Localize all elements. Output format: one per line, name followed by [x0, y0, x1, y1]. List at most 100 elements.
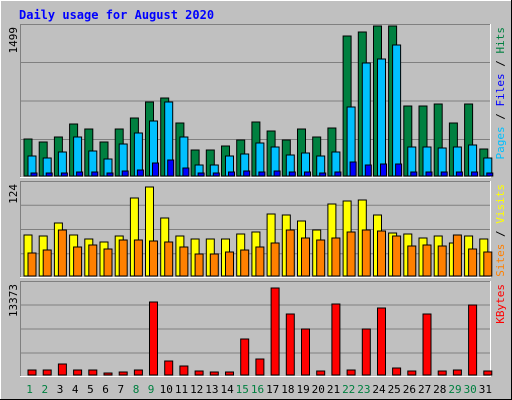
bar-pages [288, 171, 296, 177]
bar-kbytes [73, 369, 83, 376]
x-tick-label: 16 [251, 383, 264, 396]
legend-separator: / [494, 224, 507, 244]
bar-kbytes [422, 313, 432, 376]
legend-separator: / [494, 54, 507, 74]
x-tick-label: 29 [448, 383, 461, 396]
bar-sites [270, 242, 280, 277]
right-legend-label: Sites / Visits [494, 184, 507, 277]
bar-sites [407, 245, 417, 277]
bar-pages [152, 162, 159, 177]
x-tick-label: 3 [57, 383, 64, 396]
bar-pages [197, 172, 205, 177]
x-tick-label: 10 [160, 383, 173, 396]
bar-sites [179, 246, 189, 277]
bar-sites [149, 240, 158, 277]
bar-sites [164, 241, 174, 277]
bar-pages [91, 171, 99, 177]
bar-kbytes [164, 360, 174, 376]
bar-sites [57, 229, 67, 277]
bar-sites [331, 237, 341, 277]
bar-kbytes [407, 370, 417, 376]
bar-kbytes [133, 369, 143, 376]
right-legend-label: Pages / Files / Hits [494, 27, 507, 160]
x-tick-label: 27 [418, 383, 431, 396]
bar-sites [377, 230, 386, 277]
bar-sites [240, 249, 250, 277]
bar-kbytes [285, 313, 295, 376]
bar-pages [471, 171, 479, 177]
legend-pages: Pages [494, 126, 507, 159]
bar-kbytes [483, 370, 493, 376]
bar-pages [380, 163, 387, 177]
bar-sites [452, 234, 462, 277]
legend-files: Files [494, 73, 507, 106]
bar-kbytes [118, 371, 128, 376]
bar-kbytes [27, 369, 37, 376]
legend-sites: Sites [494, 244, 507, 277]
bar-pages [76, 171, 84, 177]
bar-sites [88, 244, 98, 277]
bar-kbytes [42, 369, 52, 376]
bar-files [73, 136, 83, 177]
bar-sites [437, 245, 447, 277]
bar-kbytes [468, 304, 478, 376]
bar-pages [486, 172, 494, 177]
bar-sites [301, 237, 310, 277]
bar-pages [121, 170, 129, 177]
bar-pages [106, 172, 114, 177]
x-tick-label: 24 [372, 383, 386, 396]
bar-sites [361, 229, 371, 277]
bar-kbytes [301, 328, 310, 376]
bar-kbytes [179, 365, 189, 376]
y-max-label: 1499 [7, 27, 20, 54]
bar-files [468, 144, 478, 177]
y-max-label: 13373 [7, 284, 20, 317]
legend-hits: Hits [494, 27, 507, 54]
bar-kbytes [346, 369, 356, 376]
bar-files [255, 142, 265, 177]
bar-pages [319, 172, 327, 177]
bar-kbytes [392, 367, 402, 376]
x-tick-label: 19 [296, 383, 309, 396]
x-tick-label: 21 [327, 383, 340, 396]
bar-pages [30, 172, 38, 177]
x-tick-label: 26 [403, 383, 416, 396]
chart-panel-0: 1499 Pages / Files / Hits [7, 24, 507, 178]
bar-pages [455, 171, 463, 177]
right-legend-label: KBytes [494, 284, 507, 324]
x-tick-label: 13 [205, 383, 218, 396]
bar-pages [212, 172, 220, 177]
bar-kbytes [57, 363, 67, 376]
x-tick-label: 23 [357, 383, 370, 396]
chart-panel-2: 13373 KBytes [7, 281, 507, 377]
bar-sites [73, 246, 83, 277]
x-tick-label: 7 [117, 383, 124, 396]
bar-pages [243, 170, 251, 177]
bar-sites [133, 239, 143, 277]
bar-pages [167, 159, 175, 177]
bar-kbytes [331, 303, 341, 376]
x-tick-label: 9 [148, 383, 155, 396]
bar-kbytes [361, 328, 371, 376]
bar-pages [410, 171, 418, 177]
bar-pages [304, 171, 311, 177]
x-tick-label: 12 [190, 383, 203, 396]
bar-kbytes [270, 287, 280, 376]
x-tick-label: 5 [87, 383, 94, 396]
bar-sites [194, 253, 204, 277]
x-tick-label: 22 [342, 383, 355, 396]
bar-sites [209, 253, 219, 277]
x-tick-label: 28 [433, 383, 446, 396]
bar-kbytes [452, 369, 462, 376]
bar-pages [60, 172, 68, 177]
bar-pages [395, 163, 403, 177]
bar-kbytes [240, 338, 250, 376]
x-axis: 1 2 3 4 5 6 7 8 9 10 11 12 13 14 15 16 17 18 19 20 21 22 23 24 2… [26, 383, 492, 396]
bar-sites [346, 231, 356, 277]
bar-pages [364, 164, 372, 177]
legend-visits: Visits [494, 184, 507, 224]
bar-kbytes [149, 301, 158, 376]
bar-kbytes [316, 370, 326, 376]
bar-sites [392, 235, 402, 277]
